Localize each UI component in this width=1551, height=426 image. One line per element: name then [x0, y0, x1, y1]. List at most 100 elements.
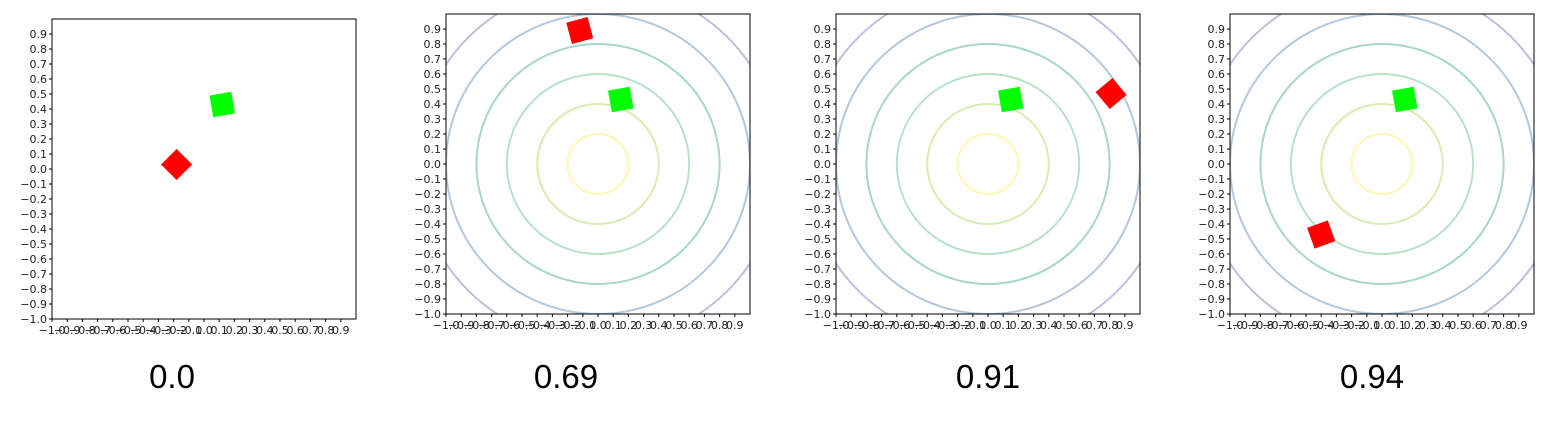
y-tick-label: −0.6 — [1198, 248, 1225, 261]
contour-line — [1230, 14, 1534, 314]
x-tick-label: 0.3 — [1419, 319, 1437, 332]
contour-line — [836, 14, 1140, 314]
x-tick-label: 0.7 — [1086, 319, 1104, 332]
y-tick-label: −0.9 — [1198, 293, 1225, 306]
x-tick-label: 0.2 — [226, 324, 244, 337]
contour-line — [566, 133, 630, 195]
x-tick-label: 0.0 — [195, 324, 213, 337]
y-tick-label: 0.0 — [814, 158, 832, 171]
x-tick-label: −0.4 — [130, 324, 157, 337]
y-tick-label: 0.6 — [814, 68, 832, 81]
y-tick-label: 0.8 — [814, 38, 832, 51]
agent-marker — [161, 148, 193, 181]
x-tick-label: −1.0 — [39, 324, 66, 337]
x-tick-label: 0.8 — [317, 324, 335, 337]
x-tick-label: −0.3 — [929, 319, 956, 332]
plot-frame — [445, 13, 751, 315]
plot-frame — [51, 18, 357, 320]
y-tick-label: −0.1 — [804, 173, 831, 186]
x-tick-label: 0.0 — [589, 319, 607, 332]
x-tick-label: 0.5 — [1055, 319, 1073, 332]
contour-line — [956, 133, 1020, 195]
x-tick-label: −0.8 — [69, 324, 96, 337]
x-tick-label: 0.5 — [271, 324, 289, 337]
y-tick-label: −0.7 — [1198, 263, 1225, 276]
plot-frame — [835, 13, 1141, 315]
agent-marker — [566, 17, 594, 44]
y-tick-label: −1.0 — [20, 313, 47, 326]
y-tick-label: −0.4 — [1198, 218, 1225, 231]
contour-line — [865, 43, 1111, 285]
y-tick-label: −0.3 — [1198, 203, 1225, 216]
x-tick-label: 0.9 — [332, 324, 350, 337]
y-tick-label: 0.8 — [30, 43, 48, 56]
contour-line — [1350, 133, 1414, 195]
x-tick-label: −1.0 — [1217, 319, 1244, 332]
x-tick-label: 0.1 — [994, 319, 1012, 332]
x-tick-label: −0.2 — [1338, 319, 1365, 332]
y-tick-label: −0.2 — [804, 188, 831, 201]
x-tick-label: 0.1 — [1388, 319, 1406, 332]
contour-lines — [446, 14, 750, 314]
x-tick-label: −0.9 — [54, 324, 81, 337]
target-marker — [209, 91, 235, 118]
y-tick-label: −0.2 — [1198, 188, 1225, 201]
y-tick-label: −0.8 — [20, 283, 47, 296]
y-tick-label: 0.5 — [30, 88, 48, 101]
x-tick-label: −0.4 — [524, 319, 551, 332]
x-tick-label: −0.7 — [868, 319, 895, 332]
y-tick-label: −0.1 — [20, 178, 47, 191]
x-tick-label: 0.5 — [665, 319, 683, 332]
y-tick-label: −0.9 — [414, 293, 441, 306]
y-tick-label: −1.0 — [414, 308, 441, 321]
x-tick-label: 0.7 — [302, 324, 320, 337]
y-tick-label: 0.4 — [30, 103, 48, 116]
contour-line — [1230, 14, 1534, 314]
x-tick-label: 0.1 — [210, 324, 228, 337]
x-tick-label: 0.7 — [696, 319, 714, 332]
x-tick-label: −0.8 — [463, 319, 490, 332]
contour-line — [505, 73, 691, 255]
x-tick-label: −0.1 — [1353, 319, 1380, 332]
y-tick-label: −0.5 — [414, 233, 441, 246]
x-tick-label: −0.6 — [493, 319, 520, 332]
x-tick-label: −0.8 — [853, 319, 880, 332]
x-tick-label: 0.9 — [1510, 319, 1528, 332]
x-tick-label: 0.9 — [726, 319, 744, 332]
x-tick-label: 0.0 — [979, 319, 997, 332]
chart-2: −1.0−0.9−0.8−0.7−0.6−0.5−0.4−0.3−0.2−0.1… — [414, 13, 751, 332]
x-tick-label: −0.5 — [899, 319, 926, 332]
y-tick-label: −0.8 — [414, 278, 441, 291]
x-tick-label: −0.1 — [175, 324, 202, 337]
x-tick-label: 0.4 — [256, 324, 274, 337]
x-tick-label: 0.8 — [1101, 319, 1119, 332]
y-tick-label: 0.2 — [424, 128, 442, 141]
x-tick-label: 0.3 — [635, 319, 653, 332]
chart-panel-4: −1.0 −0.9 −0.8 −0.7 −0.6 −0.5 −0.4 −0.3 −0.2 −0.1… — [1182, 0, 1551, 426]
y-tick-label: 0.2 — [30, 133, 48, 146]
contour-line — [446, 14, 750, 314]
y-tick-label: −0.1 — [1198, 173, 1225, 186]
y-tick-label: −0.7 — [804, 263, 831, 276]
contour-line — [1259, 43, 1505, 285]
y-tick-label: −0.4 — [20, 223, 47, 236]
y-tick-label: 0.0 — [30, 163, 48, 176]
y-tick-label: 0.0 — [1208, 158, 1226, 171]
y-tick-label: −0.4 — [804, 218, 831, 231]
y-tick-label: 0.5 — [814, 83, 832, 96]
chart-3: −1.0−0.9−0.8−0.7−0.6−0.5−0.4−0.3−0.2−0.1… — [804, 13, 1141, 332]
y-tick-label: −0.2 — [20, 193, 47, 206]
y-tick-label: −0.3 — [804, 203, 831, 216]
contour-lines — [836, 14, 1140, 314]
x-tick-label: 0.4 — [650, 319, 668, 332]
x-tick-label: 0.8 — [1495, 319, 1513, 332]
y-tick-label: −0.3 — [414, 203, 441, 216]
y-tick-label: −0.8 — [804, 278, 831, 291]
x-tick-label: 0.5 — [1449, 319, 1467, 332]
x-tick-label: 0.0 — [1373, 319, 1391, 332]
x-tick-label: −0.5 — [509, 319, 536, 332]
y-tick-label: −0.7 — [20, 268, 47, 281]
x-tick-label: −0.7 — [1262, 319, 1289, 332]
y-tick-label: 0.3 — [424, 113, 442, 126]
y-tick-label: 0.1 — [30, 148, 48, 161]
